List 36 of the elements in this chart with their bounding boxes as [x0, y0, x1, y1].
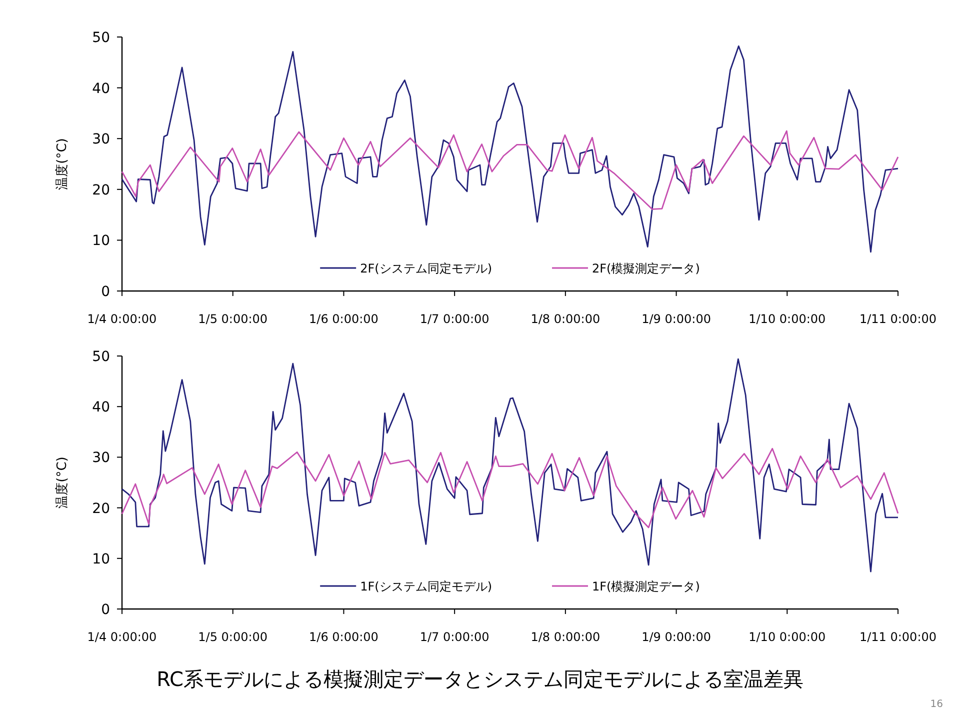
x-tick-label: 1/6 0:00:00	[309, 630, 378, 644]
x-tick-label: 1/8 0:00:00	[530, 630, 600, 644]
y-tick-label: 10	[92, 233, 110, 250]
y-tick-label: 20	[92, 182, 110, 198]
x-tick-label: 1/10 0:00:00	[748, 630, 826, 644]
x-tick-label: 1/7 0:00:00	[420, 630, 490, 644]
legend-label: 2F(模擬測定データ)	[592, 262, 700, 276]
y-tick-label: 50	[92, 349, 110, 365]
x-tick-label: 1/7 0:00:00	[420, 312, 490, 326]
y-axis-title: 温度(°C)	[54, 138, 70, 190]
x-tick-label: 1/10 0:00:00	[748, 312, 826, 326]
y-tick-label: 30	[92, 450, 110, 466]
y-tick-label: 40	[92, 400, 110, 416]
x-tick-label: 1/9 0:00:00	[642, 312, 711, 326]
y-tick-label: 40	[92, 80, 110, 97]
x-tick-label: 1/8 0:00:00	[530, 312, 600, 326]
legend-label: 1F(システム同定モデル)	[360, 580, 492, 594]
y-tick-label: 30	[92, 132, 110, 148]
x-tick-label: 1/4 0:00:00	[87, 630, 157, 644]
text: RC系モデルによる模擬測定データとシステム同定モデルによる室温差異	[156, 667, 804, 691]
y-axis-title: 温度(°C)	[54, 456, 70, 508]
text: 16	[930, 699, 943, 710]
legend-label: 1F(模擬測定データ)	[592, 580, 700, 594]
legend-label: 2F(システム同定モデル)	[360, 262, 492, 276]
y-tick-label: 20	[92, 500, 110, 517]
x-tick-label: 1/11 0:00:00	[859, 630, 937, 644]
x-tick-label: 1/6 0:00:00	[309, 312, 378, 326]
y-tick-label: 50	[92, 30, 110, 46]
x-tick-label: 1/9 0:00:00	[642, 630, 711, 644]
x-tick-label: 1/11 0:00:00	[859, 312, 937, 326]
y-tick-label: 10	[92, 551, 110, 568]
x-tick-label: 1/4 0:00:00	[87, 312, 157, 326]
x-tick-label: 1/5 0:00:00	[198, 630, 268, 644]
x-tick-label: 1/5 0:00:00	[198, 312, 268, 326]
y-tick-label: 0	[101, 284, 110, 300]
y-tick-label: 0	[101, 602, 110, 618]
